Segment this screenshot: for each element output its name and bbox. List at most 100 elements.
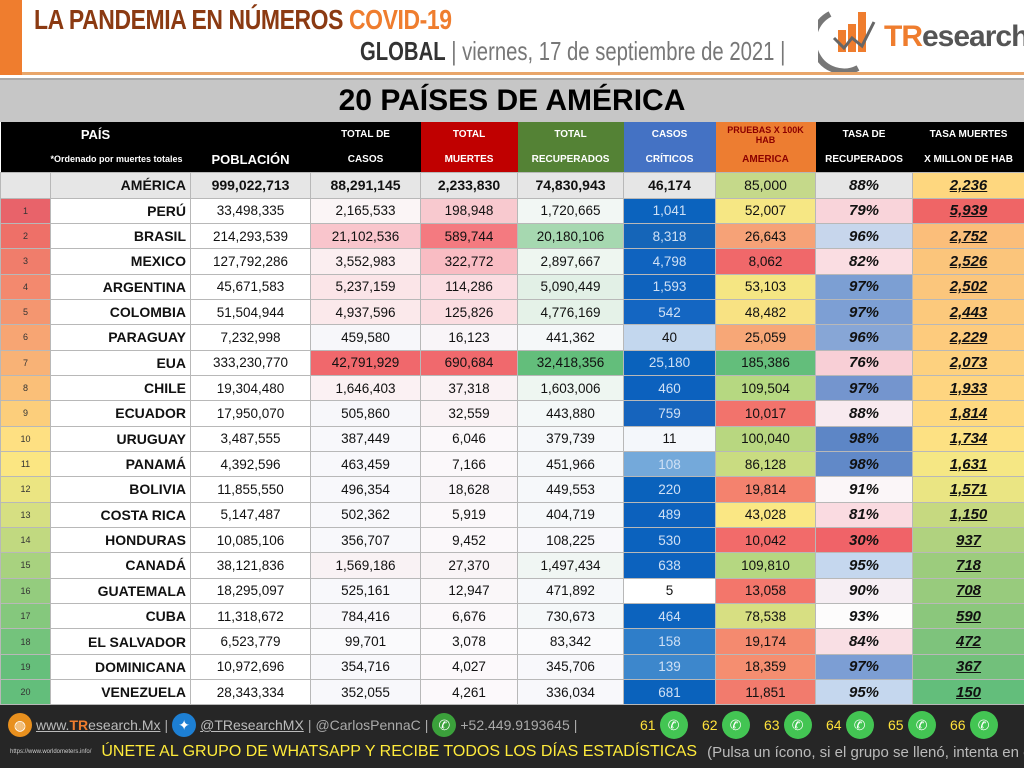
critical-cell: 681 <box>623 679 717 706</box>
accent-strip <box>0 0 22 75</box>
recovered-cell: 404,719 <box>517 501 625 528</box>
deaths-cell: 322,772 <box>420 248 519 275</box>
recovery-rate-cell: 95% <box>815 679 914 706</box>
critical-cell: 542 <box>623 298 717 326</box>
report-title: LA PANDEMIA EN NÚMEROS COVID-19 <box>34 6 452 34</box>
recovered-cell: 443,880 <box>517 400 625 427</box>
recovery-rate-cell: 97% <box>815 374 914 402</box>
table-row: 20 VENEZUELA 28,343,334 352,055 4,261 336,034… <box>0 679 1024 706</box>
cases-cell: 1,569,186 <box>310 552 422 579</box>
twitter-icon[interactable]: ✦ <box>172 713 197 737</box>
recovery-rate-cell: 30% <box>815 526 914 554</box>
country-cell: CUBA <box>49 602 192 630</box>
whatsapp-group-63[interactable]: 63 ✆ <box>764 711 812 739</box>
tests-cell: 25,059 <box>715 324 817 351</box>
tests-cell: 109,504 <box>715 374 817 402</box>
phone-number: +52.449.9193645 <box>460 717 570 733</box>
recovery-rate-cell: 97% <box>815 653 914 681</box>
section-title: 20 PAÍSES DE AMÉRICA <box>338 84 686 117</box>
critical-cell: 530 <box>623 526 717 554</box>
whatsapp-icon[interactable]: ✆ <box>659 711 688 739</box>
separator: | <box>164 717 169 733</box>
recovery-rate-cell: 98% <box>815 425 914 452</box>
death-rate-cell: 2,073 <box>912 349 1024 376</box>
rank-cell: 9 <box>0 400 51 427</box>
tests-cell: 100,040 <box>715 425 817 452</box>
country-cell: DOMINICANA <box>49 653 192 681</box>
recovery-rate-cell: 97% <box>815 273 914 300</box>
whatsapp-icon[interactable]: ✆ <box>721 711 750 739</box>
population-cell: 214,293,539 <box>190 222 312 250</box>
cases-cell: 459,580 <box>310 324 422 351</box>
critical-cell: 158 <box>623 628 717 655</box>
cases-cell: 496,354 <box>310 476 422 503</box>
critical-cell: 8,318 <box>623 222 717 250</box>
table-row: 16 GUATEMALA 18,295,097 525,161 12,947 471,89… <box>0 577 1024 605</box>
whatsapp-icon[interactable]: ✆ <box>969 711 998 739</box>
country-cell: CANADÁ <box>49 552 192 579</box>
table-row: 19 DOMINICANA 10,972,696 354,716 4,027 345,70… <box>0 653 1024 681</box>
rank-cell: 10 <box>0 425 51 452</box>
cases-cell: 356,707 <box>310 526 422 554</box>
tests-cell: 109,810 <box>715 552 817 579</box>
col-recuperados: TOTAL <box>517 122 624 147</box>
whatsapp-group-61[interactable]: 61 ✆ <box>640 711 688 739</box>
whatsapp-icon[interactable]: ✆ <box>845 711 874 739</box>
whatsapp-group-64[interactable]: 64 ✆ <box>826 711 874 739</box>
source-link[interactable]: https://www.worldometers.info/ <box>10 749 92 755</box>
twitter-link[interactable]: @TResearchMX <box>200 717 304 733</box>
deaths-cell: 12,947 <box>420 577 519 605</box>
critical-cell: 489 <box>623 501 717 528</box>
whatsapp-group-66[interactable]: 66 ✆ <box>950 711 998 739</box>
country-cell: PANAMÁ <box>49 450 192 478</box>
deaths-cell: 9,452 <box>420 526 519 554</box>
recovered-cell: 441,362 <box>517 324 625 351</box>
recovery-rate-cell: 97% <box>815 298 914 326</box>
tests-cell: 43,028 <box>715 501 817 528</box>
table-row: 11 PANAMÁ 4,392,596 463,459 7,166 451,966 108 8… <box>0 450 1024 478</box>
whatsapp-group-62[interactable]: 62 ✆ <box>702 711 750 739</box>
country-cell: BOLIVIA <box>49 476 192 503</box>
recovery-rate-cell: 81% <box>815 501 914 528</box>
website-link[interactable]: www.TResearch.Mx <box>36 717 161 733</box>
country-cell: VENEZUELA <box>49 679 192 706</box>
col-recuperados-2: RECUPERADOS <box>517 147 624 172</box>
table-row: 9 ECUADOR 17,950,070 505,860 32,559 443,880 75… <box>0 400 1024 427</box>
recovery-rate-cell: 88% <box>815 171 914 199</box>
table-row: 8 CHILE 19,304,480 1,646,403 37,318 1,603,006… <box>0 374 1024 402</box>
death-rate-cell: 2,236 <box>912 171 1024 199</box>
deaths-cell: 16,123 <box>420 324 519 351</box>
table-row: 5 COLOMBIA 51,504,944 4,937,596 125,826 4,776… <box>0 298 1024 326</box>
critical-cell: 46,174 <box>623 171 717 199</box>
critical-cell: 25,180 <box>623 349 717 376</box>
population-cell: 333,230,770 <box>190 349 312 376</box>
rank-cell: 13 <box>0 501 51 528</box>
rank-cell: 4 <box>0 273 51 300</box>
country-cell: MEXICO <box>49 248 192 275</box>
recovered-cell: 1,720,665 <box>517 197 625 224</box>
death-rate-cell: 472 <box>912 628 1024 655</box>
twitter-link-2[interactable]: @CarlosPennaC <box>315 717 421 733</box>
death-rate-cell: 2,752 <box>912 222 1024 250</box>
header-row-2: *Ordenado por muertes totales POBLACIÓN … <box>0 147 1024 172</box>
recovery-rate-cell: 96% <box>815 222 914 250</box>
rank-cell: 19 <box>0 653 51 681</box>
whatsapp-icon[interactable]: ✆ <box>907 711 936 739</box>
report-header: LA PANDEMIA EN NÚMEROS COVID-19 GLOBAL |… <box>0 0 1024 75</box>
whatsapp-group-65[interactable]: 65 ✆ <box>888 711 936 739</box>
recovery-rate-cell: 98% <box>815 450 914 478</box>
death-rate-cell: 2,526 <box>912 248 1024 275</box>
cases-cell: 784,416 <box>310 602 422 630</box>
report-subtitle: GLOBAL | viernes, 17 de septiembre de 20… <box>360 38 785 64</box>
country-cell: URUGUAY <box>49 425 192 452</box>
whatsapp-icon[interactable]: ✆ <box>783 711 812 739</box>
death-rate-cell: 2,502 <box>912 273 1024 300</box>
rank-cell <box>0 171 51 199</box>
country-cell: PERÚ <box>49 197 192 224</box>
population-cell: 6,523,779 <box>190 628 312 655</box>
group-number: 61 <box>640 717 656 733</box>
recovered-cell: 1,497,434 <box>517 552 625 579</box>
cases-cell: 99,701 <box>310 628 422 655</box>
cases-cell: 88,291,145 <box>310 171 422 199</box>
col-pruebas-2: AMERICA <box>715 147 816 172</box>
